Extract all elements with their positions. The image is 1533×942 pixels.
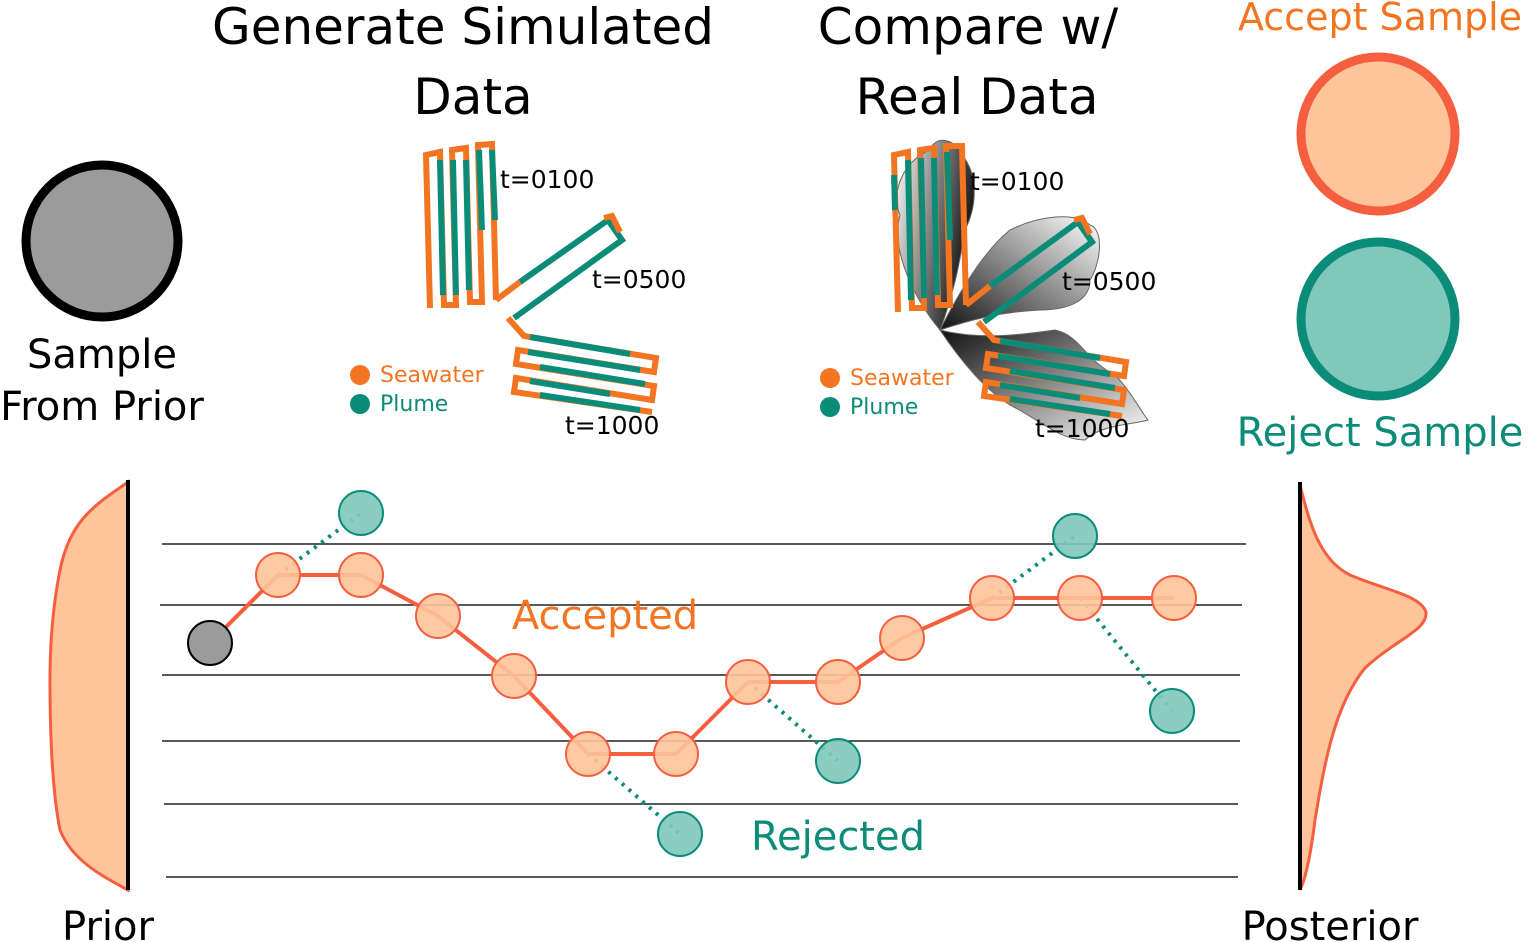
accepted-points xyxy=(255,552,1197,777)
compare-title-line2: Real Data xyxy=(855,68,1098,126)
generate-simulated-step: Generate Simulated Data t=0100 t=0500 t=… xyxy=(212,0,714,440)
prior-sample-circle xyxy=(21,160,183,322)
sim-time-label-0500: t=0500 xyxy=(592,265,686,294)
sim-time-label-0100: t=0100 xyxy=(500,165,594,194)
seawater-legend-label: Seawater xyxy=(380,363,485,388)
sim-legend: Seawater Plume xyxy=(350,363,485,417)
posterior-distribution: Posterior xyxy=(1242,482,1428,942)
sample-prior-label-line1: Sample xyxy=(27,332,177,378)
real-survey-track xyxy=(890,143,1130,419)
generate-title-line1: Generate Simulated xyxy=(212,0,714,56)
reject-sample-label: Reject Sample xyxy=(1237,410,1524,456)
simulated-survey-track xyxy=(422,140,660,415)
plume-legend-label: Plume xyxy=(380,392,448,417)
accept-sample-label: Accept Sample xyxy=(1238,0,1522,39)
chain-start-point xyxy=(187,620,233,666)
posterior-density-curve xyxy=(1298,484,1428,891)
reject-circle xyxy=(1296,237,1460,401)
accept-circle xyxy=(1296,52,1460,216)
real-time-label-0100: t=0100 xyxy=(970,167,1064,196)
rejected-label: Rejected xyxy=(751,814,925,860)
prior-label: Prior xyxy=(62,904,154,942)
real-time-label-0500: t=0500 xyxy=(1062,267,1156,296)
real-legend: Seawater Plume xyxy=(820,366,955,420)
compare-title-line1: Compare w/ xyxy=(818,0,1119,56)
prior-distribution: Prior xyxy=(48,479,154,942)
accept-reject-step: Accept Sample Reject Sample xyxy=(1237,0,1524,456)
sample-prior-step: Sample From Prior xyxy=(0,160,204,430)
plume-legend-label: Plume xyxy=(850,395,918,420)
sim-time-label-1000: t=1000 xyxy=(565,411,659,440)
seawater-legend-label: Seawater xyxy=(850,366,955,391)
seawater-legend-dot xyxy=(820,368,840,388)
rejected-points xyxy=(338,490,1195,857)
posterior-label: Posterior xyxy=(1242,904,1419,942)
accepted-label: Accepted xyxy=(512,593,698,639)
plume-legend-dot xyxy=(350,394,370,414)
compare-real-step: Compare w/ Real Data t=0100 t=0500 xyxy=(818,0,1157,443)
plume-legend-dot xyxy=(820,397,840,417)
seawater-legend-dot xyxy=(350,365,370,385)
rejected-proposals xyxy=(276,511,1174,836)
prior-density-curve xyxy=(48,479,130,893)
generate-title-line2: Data xyxy=(413,68,532,126)
real-time-label-1000: t=1000 xyxy=(1035,414,1129,443)
sample-prior-label-line2: From Prior xyxy=(0,384,204,430)
